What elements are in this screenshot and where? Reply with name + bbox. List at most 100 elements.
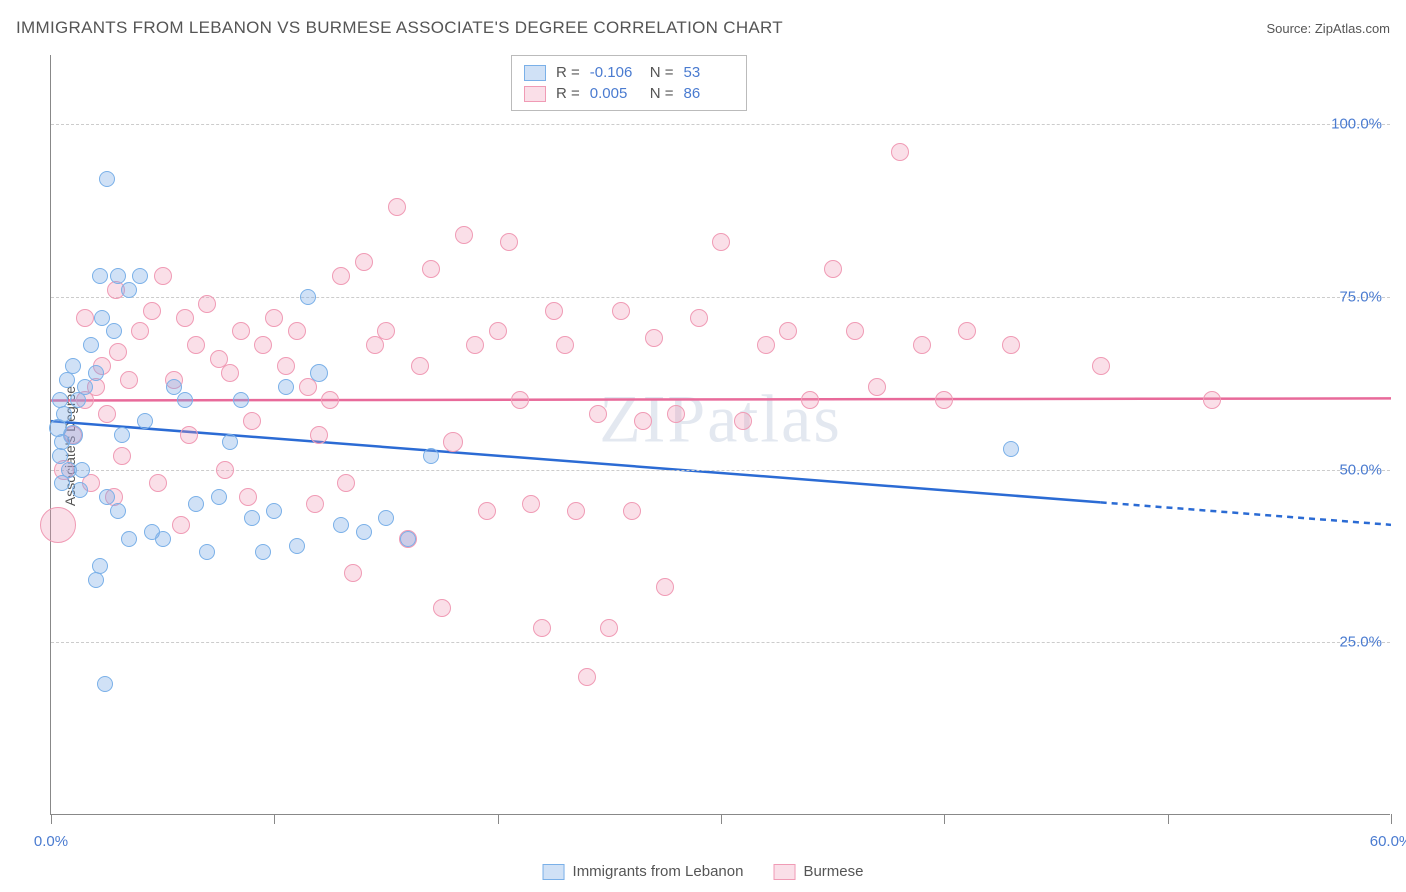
series-b-point	[306, 495, 324, 513]
swatch-b	[524, 86, 546, 102]
series-a-point	[72, 482, 88, 498]
xtick	[1168, 814, 1169, 824]
xtick	[274, 814, 275, 824]
ytick-label: 25.0%	[1339, 634, 1382, 651]
series-b-point	[712, 233, 730, 251]
series-a-point	[92, 268, 108, 284]
chart-title: IMMIGRANTS FROM LEBANON VS BURMESE ASSOC…	[16, 18, 783, 38]
xtick	[944, 814, 945, 824]
series-b-point	[176, 309, 194, 327]
series-b-point	[734, 412, 752, 430]
series-b-point	[645, 329, 663, 347]
series-b-point	[98, 405, 116, 423]
series-a-point	[110, 503, 126, 519]
xtick	[51, 814, 52, 824]
gridline	[51, 297, 1390, 298]
series-a-point	[378, 510, 394, 526]
series-a-point	[121, 282, 137, 298]
series-b-point	[109, 343, 127, 361]
series-a-point	[356, 524, 372, 540]
legend-label-a: Immigrants from Lebanon	[573, 863, 744, 880]
series-a-point	[56, 406, 72, 422]
series-b-point	[172, 516, 190, 534]
series-b-point	[154, 267, 172, 285]
series-b-point	[500, 233, 518, 251]
series-a-point	[211, 489, 227, 505]
series-a-point	[83, 337, 99, 353]
xtick	[721, 814, 722, 824]
series-b-point	[1092, 357, 1110, 375]
series-b-point	[801, 391, 819, 409]
xtick	[498, 814, 499, 824]
swatch-a	[543, 864, 565, 880]
series-b-point	[846, 322, 864, 340]
series-a-point	[137, 413, 153, 429]
series-b-point	[1002, 336, 1020, 354]
chart-source: Source: ZipAtlas.com	[1266, 21, 1390, 36]
series-a-point	[59, 372, 75, 388]
series-b-point	[779, 322, 797, 340]
n-val-a: 53	[684, 64, 734, 81]
series-b-point	[589, 405, 607, 423]
series-b-point	[600, 619, 618, 637]
gridline	[51, 124, 1390, 125]
series-a-point	[70, 392, 86, 408]
series-a-point	[54, 475, 70, 491]
series-a-point	[333, 517, 349, 533]
series-b-point	[216, 461, 234, 479]
series-b-point	[567, 502, 585, 520]
swatch-a	[524, 65, 546, 81]
series-a-point	[132, 268, 148, 284]
n-val-b: 86	[684, 85, 734, 102]
stats-legend: R = -0.106 N = 53 R = 0.005 N = 86	[511, 55, 747, 111]
series-b-point	[443, 432, 463, 452]
series-b-point	[337, 474, 355, 492]
r-val-b: 0.005	[590, 85, 640, 102]
series-b-point	[221, 364, 239, 382]
series-a-point	[278, 379, 294, 395]
series-a-point	[233, 392, 249, 408]
series-b-point	[935, 391, 953, 409]
series-a-point	[300, 289, 316, 305]
series-b-point	[187, 336, 205, 354]
series-b-point	[533, 619, 551, 637]
series-b-point	[239, 488, 257, 506]
series-b-point	[388, 198, 406, 216]
series-a-point	[400, 531, 416, 547]
xtick-label: 0.0%	[34, 833, 68, 850]
series-b-point	[545, 302, 563, 320]
series-b-point	[466, 336, 484, 354]
series-b-point	[265, 309, 283, 327]
series-b-point	[355, 253, 373, 271]
series-a-point	[289, 538, 305, 554]
series-b-point	[288, 322, 306, 340]
series-a-point	[310, 364, 328, 382]
ytick-label: 50.0%	[1339, 461, 1382, 478]
series-b-point	[332, 267, 350, 285]
series-a-point	[255, 544, 271, 560]
series-a-point	[166, 379, 182, 395]
series-a-point	[266, 503, 282, 519]
series-a-point	[88, 365, 104, 381]
series-a-point	[94, 310, 110, 326]
series-a-point	[74, 462, 90, 478]
series-b-point	[433, 599, 451, 617]
series-a-point	[177, 392, 193, 408]
chart-header: IMMIGRANTS FROM LEBANON VS BURMESE ASSOC…	[16, 18, 1390, 38]
series-b-point	[667, 405, 685, 423]
swatch-b	[773, 864, 795, 880]
series-b-point	[958, 322, 976, 340]
series-b-point	[149, 474, 167, 492]
legend-item-a: Immigrants from Lebanon	[543, 863, 744, 880]
gridline	[51, 470, 1390, 471]
series-b-point	[198, 295, 216, 313]
series-b-point	[489, 322, 507, 340]
series-b-point	[757, 336, 775, 354]
series-b-point	[612, 302, 630, 320]
legend-item-b: Burmese	[773, 863, 863, 880]
series-b-point	[40, 507, 76, 543]
n-label: N =	[650, 64, 674, 81]
series-a-point	[97, 676, 113, 692]
xtick-label: 60.0%	[1370, 833, 1406, 850]
series-a-point	[106, 323, 122, 339]
